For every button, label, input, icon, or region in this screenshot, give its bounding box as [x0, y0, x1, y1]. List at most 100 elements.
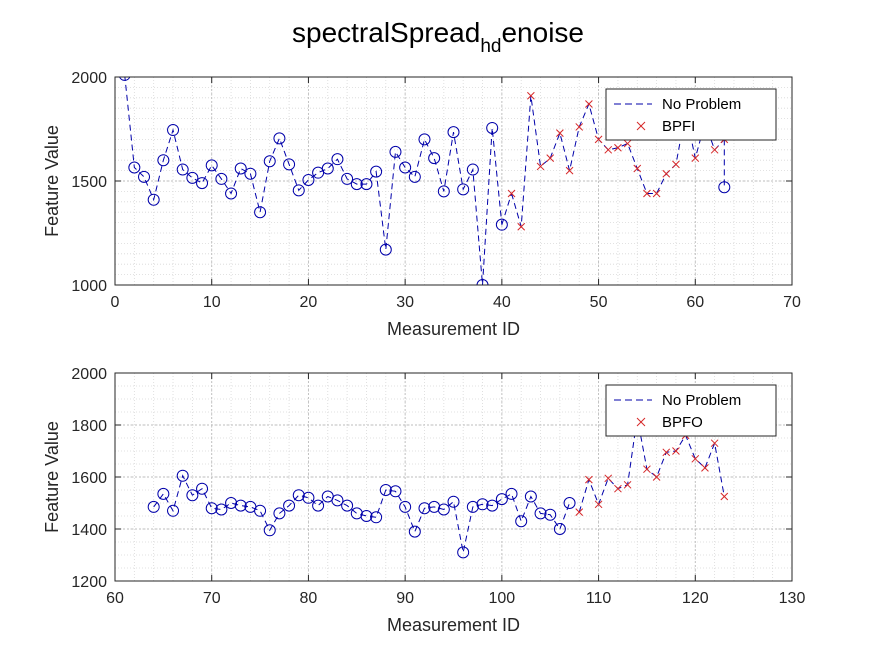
y-tick-label: 1000 — [71, 278, 107, 295]
data-point-circle — [389, 145, 402, 158]
x-tick-label: 60 — [106, 590, 124, 607]
data-point-circle — [457, 183, 470, 196]
data-point-circle — [331, 153, 344, 166]
data-point-circle — [437, 503, 450, 516]
data-point-x-stroke — [507, 189, 516, 198]
data-point-x — [623, 480, 632, 489]
data-point-circle — [273, 507, 286, 520]
chart-title-tail: enoise — [501, 17, 584, 48]
data-point-circle — [418, 502, 431, 515]
data-point-circle — [399, 500, 412, 513]
data-point-x-stroke — [594, 500, 603, 509]
data-point-circle — [167, 504, 180, 517]
bottom-subplot: 60 70 80 90 100 110 120 130 1200 1400 1600 1800 2000… — [42, 366, 805, 635]
data-point-circle — [418, 133, 431, 146]
data-point-circle — [553, 523, 566, 535]
data-point-x — [575, 123, 584, 131]
data-point-x — [623, 139, 632, 148]
data-point-x-stroke — [710, 145, 719, 154]
data-point-circle — [718, 181, 731, 194]
data-point-circle — [176, 469, 189, 482]
data-point-x — [614, 484, 622, 493]
data-point-circle — [437, 185, 450, 198]
series-line-no-problem — [124, 77, 503, 285]
data-point-circle — [331, 494, 344, 507]
data-point-x — [710, 439, 719, 448]
data-point-x — [604, 474, 613, 483]
x-tick-label: 80 — [300, 590, 318, 607]
data-point-circle — [466, 163, 479, 176]
data-point-circle — [147, 193, 160, 206]
data-point-x — [691, 154, 700, 162]
data-point-circle — [167, 124, 180, 137]
data-point-x-stroke — [710, 439, 719, 448]
legend-box — [605, 384, 777, 437]
x-tick-label: 10 — [203, 294, 221, 311]
data-point-circle — [408, 170, 421, 183]
y-tick-label: 1600 — [71, 470, 107, 487]
data-point-circle — [524, 490, 537, 503]
data-point-circle — [350, 178, 363, 191]
data-point-x-stroke — [662, 448, 671, 457]
x-axis-label: Measurement ID — [387, 319, 520, 339]
data-point-x-stroke — [672, 160, 680, 169]
legend-marker-x — [636, 121, 646, 131]
data-point-circle — [292, 489, 305, 502]
data-point-circle — [447, 126, 460, 139]
chart-title-subscript: hd — [480, 36, 501, 57]
data-point-circle — [225, 497, 238, 509]
data-point-circle — [215, 503, 228, 516]
y-tick-label: 1500 — [71, 174, 107, 191]
data-point-circle — [302, 173, 315, 186]
data-point-circle — [321, 162, 334, 175]
data-point-circle — [428, 500, 441, 513]
data-point-circle — [244, 167, 257, 180]
data-point-circle — [370, 165, 383, 178]
data-point-circle — [292, 184, 305, 197]
data-point-x-stroke — [623, 480, 632, 489]
data-point-circle — [544, 508, 557, 521]
data-point-x-stroke — [575, 123, 584, 131]
data-point-circle — [254, 206, 267, 219]
data-point-x — [691, 454, 700, 463]
data-point-circle — [138, 170, 151, 183]
legend-marker-x — [636, 417, 646, 427]
data-point-circle — [486, 121, 499, 134]
x-tick-label: 90 — [396, 590, 414, 607]
data-point-x — [652, 473, 661, 481]
data-point-circle — [389, 485, 402, 498]
data-point-circle — [234, 499, 247, 512]
data-point-circle — [534, 507, 547, 520]
y-tick-label: 1400 — [71, 522, 107, 539]
x-tick-label: 100 — [489, 590, 516, 607]
data-point-circle — [186, 171, 199, 184]
data-point-x-stroke — [594, 135, 603, 144]
data-point-circle — [205, 159, 218, 172]
data-point-x-stroke — [720, 492, 729, 501]
data-point-x-stroke — [556, 129, 564, 138]
data-point-x — [546, 154, 555, 162]
data-point-x-stroke — [691, 454, 700, 463]
chart-title-main: spectralSpread — [292, 17, 480, 48]
data-point-circle — [379, 243, 392, 256]
data-point-circle — [515, 515, 528, 528]
data-point-circle — [254, 504, 267, 517]
x-tick-label: 70 — [203, 590, 221, 607]
legend: No Problem BPFO — [605, 384, 777, 437]
x-tick-label: 0 — [111, 294, 120, 311]
data-point-circle — [263, 524, 276, 537]
data-point-circle — [225, 187, 238, 200]
legend-label-no-problem: No Problem — [662, 96, 741, 113]
data-point-circle — [408, 525, 421, 538]
data-point-x — [672, 447, 680, 455]
data-point-circle — [447, 495, 460, 508]
y-tick-label: 2000 — [71, 366, 107, 383]
data-point-x — [643, 465, 651, 474]
data-point-circle — [128, 161, 141, 174]
data-point-circle — [360, 178, 373, 191]
data-point-circle — [147, 500, 160, 513]
data-point-x-stroke — [527, 91, 535, 100]
data-point-circle — [495, 493, 508, 506]
data-point-x-stroke — [575, 508, 584, 516]
